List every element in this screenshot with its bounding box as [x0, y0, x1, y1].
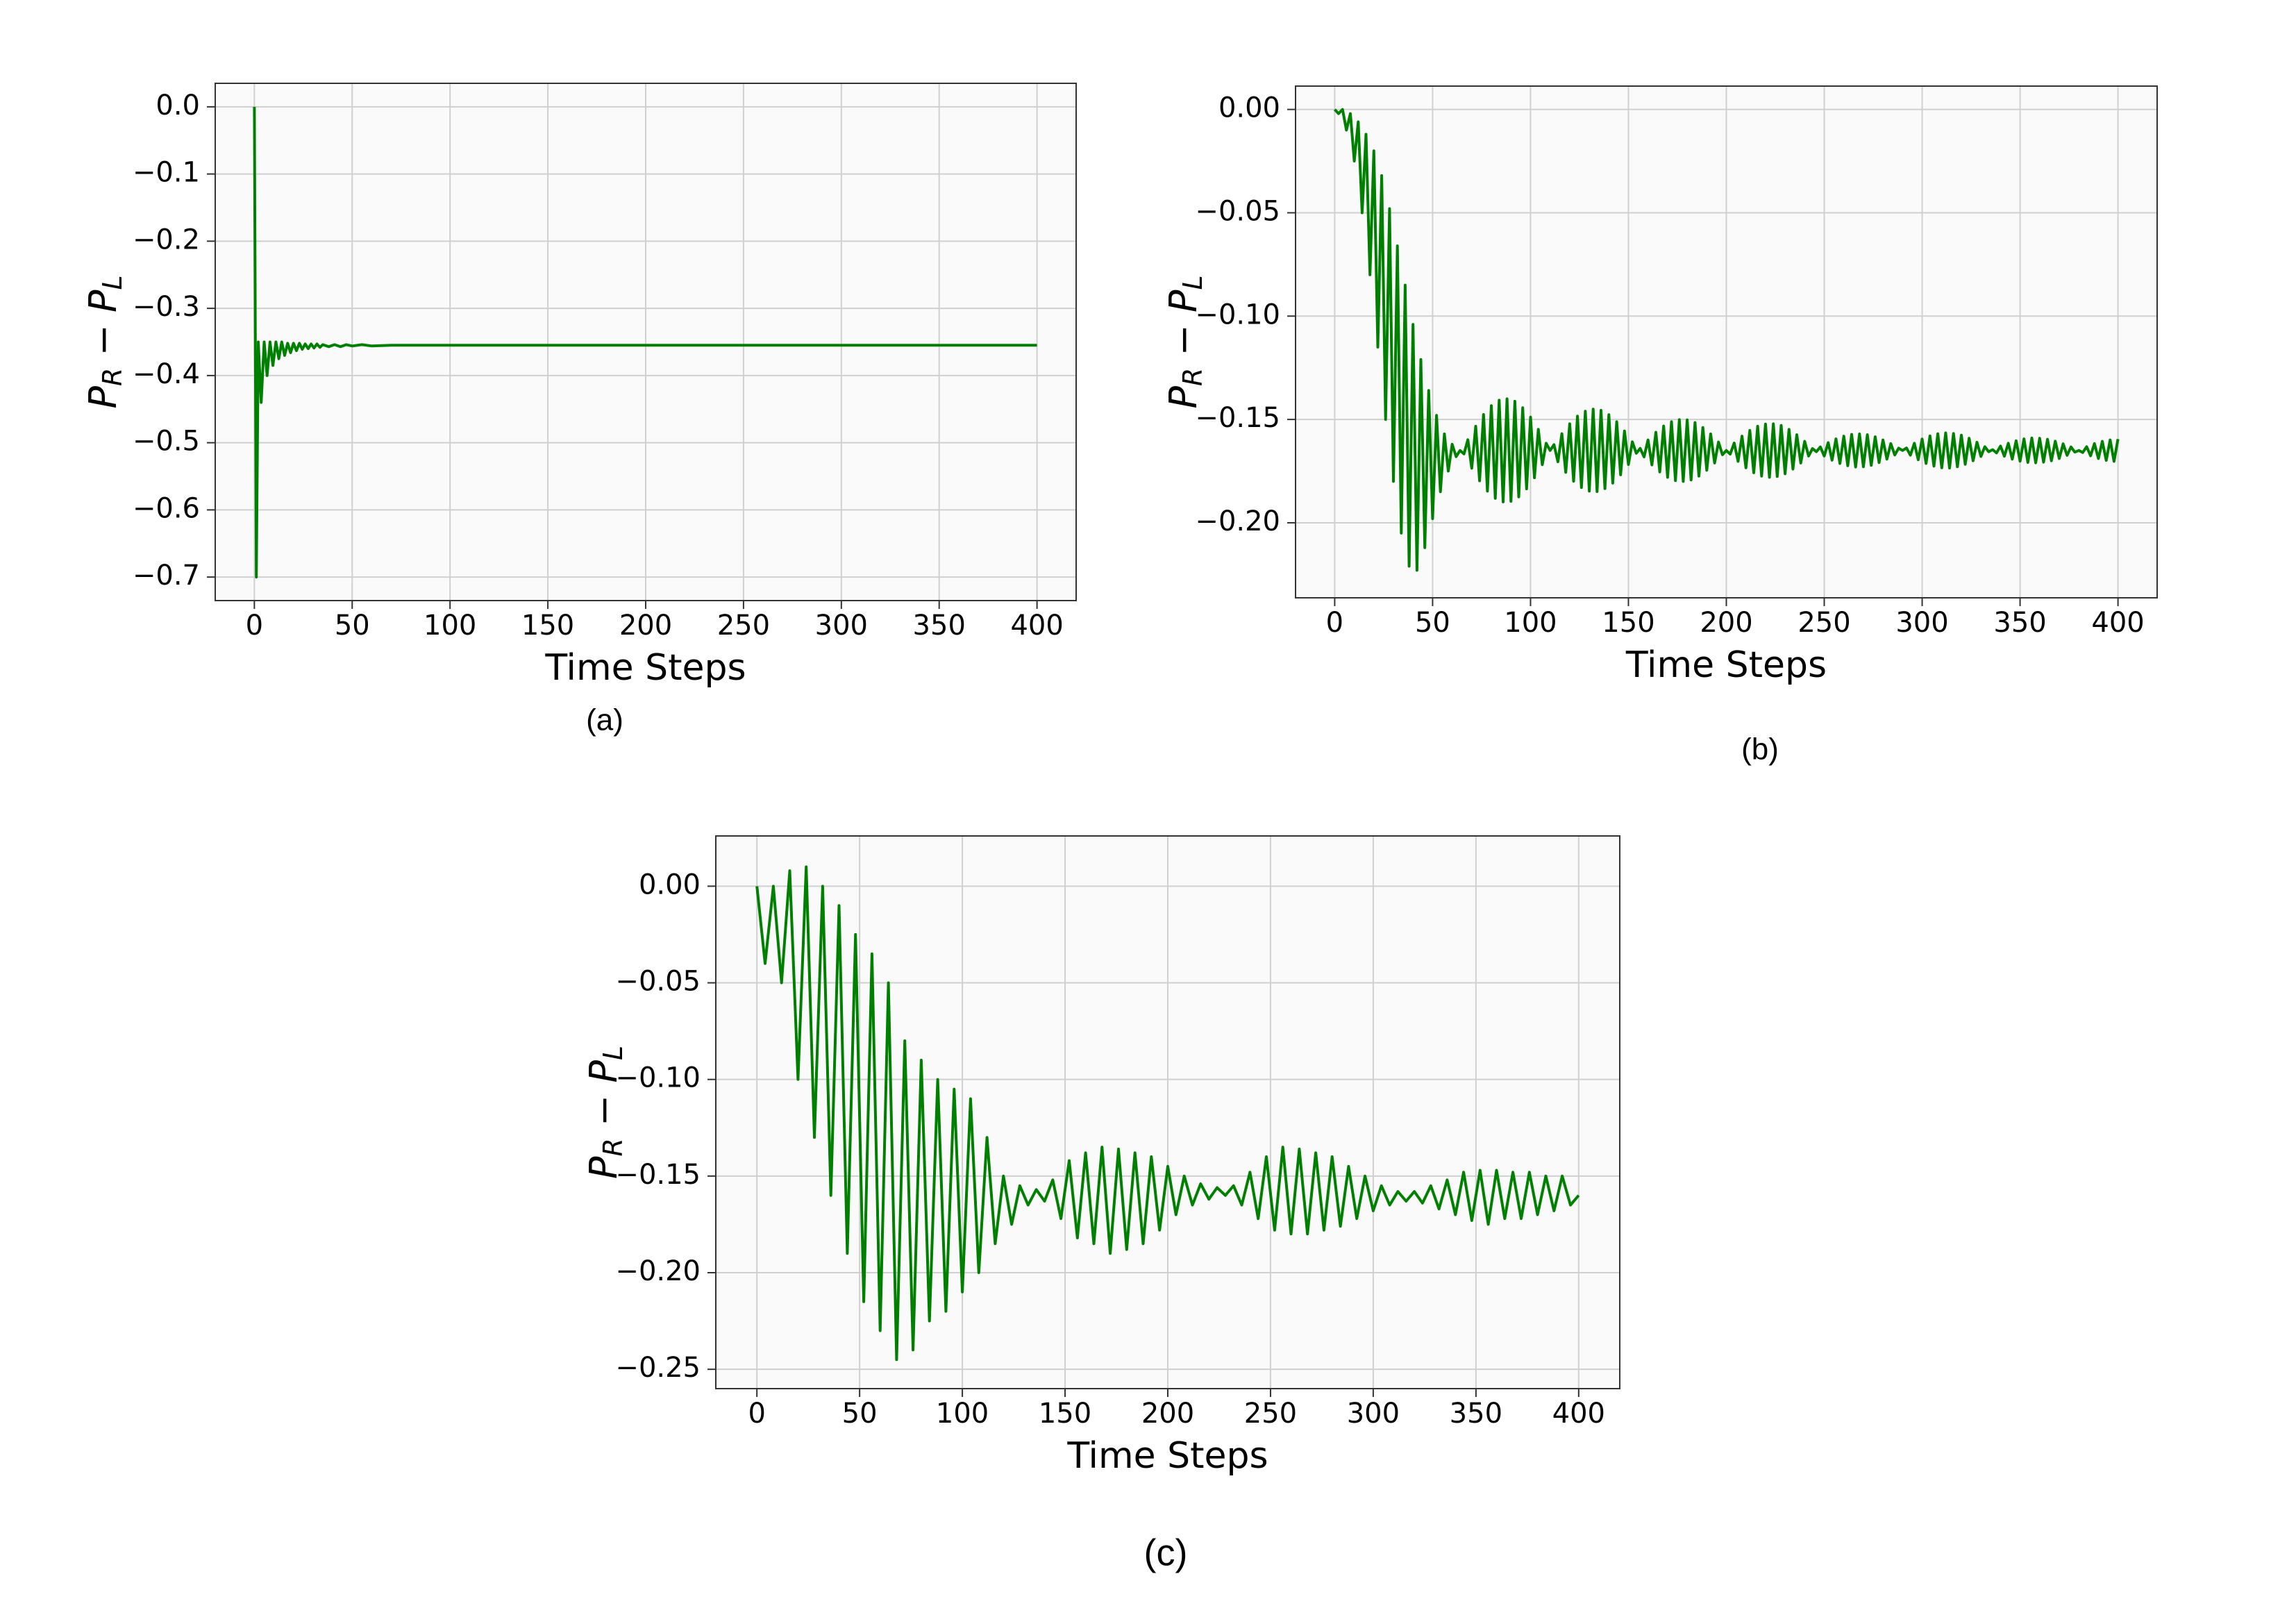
y-label-part: P — [1162, 386, 1205, 409]
y-label-subscript: L — [598, 1046, 628, 1060]
y-label-part: − P — [81, 290, 125, 368]
y-tick-label: −0.15 — [1195, 402, 1280, 434]
x-tick-label: 150 — [1039, 1398, 1091, 1430]
x-tick-label: 300 — [1347, 1398, 1400, 1430]
y-label-subscript: L — [1178, 275, 1208, 290]
y-tick-label: −0.20 — [1195, 505, 1280, 537]
axes-frame — [215, 83, 1077, 601]
x-tick-label: 100 — [1504, 607, 1557, 639]
caption: (c) — [1144, 1532, 1188, 1573]
y-tick-label: −0.05 — [1195, 195, 1280, 227]
y-label-subscript: R — [598, 1138, 628, 1156]
y-label-subscript: L — [97, 275, 128, 290]
axes-frame — [715, 835, 1620, 1389]
y-axis-label: PR − PL — [81, 275, 128, 408]
data-line — [1333, 108, 2120, 572]
y-label-part: − P — [1162, 290, 1205, 368]
caption: (a) — [586, 703, 623, 737]
y-tick-label: 0.00 — [639, 869, 701, 901]
x-tick-label: 300 — [815, 610, 868, 642]
y-label-subscript: R — [1178, 368, 1208, 386]
y-tick-label: −0.7 — [133, 560, 200, 592]
x-tick-label: 0 — [246, 610, 263, 642]
caption: (b) — [1741, 733, 1779, 767]
x-axis-label: Time Steps — [544, 647, 746, 689]
x-tick-label: 350 — [1450, 1398, 1502, 1430]
x-tick-label: 400 — [2091, 607, 2144, 639]
y-tick-label: −0.2 — [133, 224, 200, 256]
y-tick-label: −0.05 — [615, 966, 701, 998]
x-tick-label: 100 — [424, 610, 476, 642]
y-tick-label: −0.6 — [133, 492, 200, 524]
y-tick-label: −0.25 — [615, 1352, 701, 1384]
data-line — [755, 865, 1580, 1362]
y-label-part: P — [81, 386, 125, 409]
y-tick-label: 0.0 — [156, 90, 200, 122]
y-tick-label: −0.5 — [133, 426, 200, 458]
x-axis-label: Time Steps — [1066, 1435, 1268, 1477]
y-axis-label: PR − PL — [582, 1046, 628, 1179]
y-label-part: P — [582, 1156, 626, 1179]
y-tick-label: −0.10 — [1195, 299, 1280, 330]
y-label-part: − P — [582, 1060, 626, 1139]
y-tick-label: −0.1 — [133, 157, 200, 189]
x-tick-label: 400 — [1552, 1398, 1605, 1430]
x-tick-label: 350 — [1993, 607, 2046, 639]
x-tick-label: 350 — [913, 610, 966, 642]
x-tick-label: 50 — [842, 1398, 878, 1430]
x-tick-label: 50 — [1415, 607, 1450, 639]
x-tick-label: 200 — [1700, 607, 1752, 639]
x-tick-label: 400 — [1010, 610, 1063, 642]
y-tick-label: −0.15 — [615, 1159, 701, 1191]
x-tick-label: 0 — [748, 1398, 765, 1430]
x-tick-label: 300 — [1895, 607, 1948, 639]
y-label-subscript: R — [97, 368, 128, 386]
x-tick-label: 100 — [936, 1398, 989, 1430]
data-line — [253, 106, 1037, 579]
x-tick-label: 250 — [1798, 607, 1850, 639]
x-tick-label: 50 — [335, 610, 370, 642]
x-axis-label: Time Steps — [1625, 644, 1827, 686]
x-tick-label: 250 — [717, 610, 770, 642]
y-tick-label: 0.00 — [1218, 92, 1280, 124]
x-tick-label: 0 — [1326, 607, 1343, 639]
y-tick-label: −0.3 — [133, 291, 200, 323]
y-tick-label: −0.4 — [133, 358, 200, 390]
y-tick-label: −0.20 — [615, 1255, 701, 1287]
x-tick-label: 150 — [1602, 607, 1654, 639]
y-tick-label: −0.10 — [615, 1062, 701, 1094]
axes-frame — [1295, 85, 2158, 598]
x-tick-label: 250 — [1244, 1398, 1297, 1430]
x-tick-label: 150 — [521, 610, 574, 642]
x-tick-label: 200 — [619, 610, 672, 642]
x-tick-label: 200 — [1141, 1398, 1194, 1430]
y-axis-label: PR − PL — [1162, 275, 1208, 408]
